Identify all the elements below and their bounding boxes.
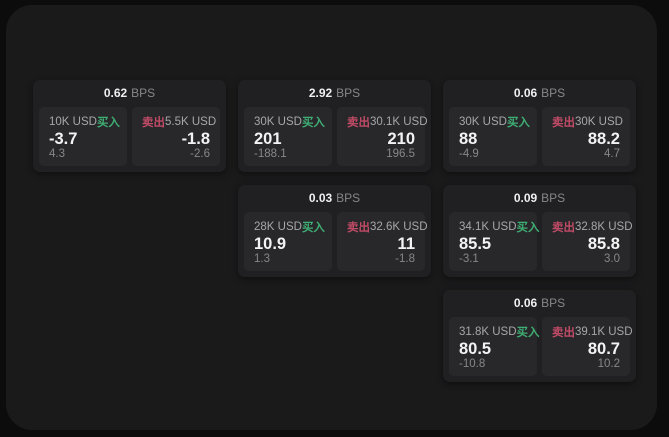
app-window: 0.62 BPS 10K USD 买入 -3.7 4.3 卖出 5.5K USD bbox=[6, 5, 657, 430]
sell-price: 80.7 bbox=[587, 339, 620, 358]
buy-sub-value: -188.1 bbox=[254, 148, 287, 160]
quote-card-4: 0.03 BPS 28K USD 买入 10.9 1.3 卖出 32.6K US… bbox=[238, 185, 431, 277]
sell-side-label: 卖出 bbox=[552, 326, 575, 339]
buy-panel[interactable]: 10K USD 买入 -3.7 4.3 bbox=[39, 106, 127, 166]
bps-unit-label: BPS bbox=[131, 86, 156, 101]
bps-header: 0.09 BPS bbox=[443, 185, 636, 212]
bps-value: 0.06 bbox=[513, 86, 538, 101]
buy-price: 80.5 bbox=[459, 339, 492, 358]
buy-amount: 31.8K USD bbox=[459, 325, 517, 338]
sell-side-label: 卖出 bbox=[347, 116, 370, 129]
sell-amount: 5.5K USD bbox=[165, 115, 217, 128]
buy-sub-value: -4.9 bbox=[459, 148, 479, 160]
bps-value: 0.09 bbox=[513, 191, 538, 206]
buy-sub-value: -3.1 bbox=[459, 253, 479, 265]
card-body: 10K USD 买入 -3.7 4.3 卖出 5.5K USD -1.8 -2.… bbox=[33, 106, 226, 172]
sell-amount: 30.1K USD bbox=[370, 115, 428, 128]
card-body: 30K USD 买入 201 -188.1 卖出 30.1K USD 210 1… bbox=[238, 106, 431, 172]
sell-sub-value: 196.5 bbox=[386, 148, 415, 160]
buy-amount: 30K USD bbox=[254, 115, 302, 128]
sell-sub-value: 4.7 bbox=[604, 148, 620, 160]
bps-value: 2.92 bbox=[308, 86, 333, 101]
bps-value: 0.03 bbox=[308, 191, 333, 206]
buy-side-label: 买入 bbox=[506, 116, 530, 129]
buy-amount: 30K USD bbox=[459, 115, 507, 128]
sell-price: 88.2 bbox=[587, 129, 620, 148]
buy-side-label: 买入 bbox=[516, 221, 540, 234]
sell-price: 11 bbox=[397, 234, 415, 253]
sell-panel[interactable]: 卖出 32.8K USD 85.8 3.0 bbox=[542, 211, 633, 271]
buy-price: 201 bbox=[254, 129, 282, 148]
sell-amount: 32.8K USD bbox=[575, 220, 633, 233]
bps-header: 0.06 BPS bbox=[443, 80, 636, 107]
card-body: 28K USD 买入 10.9 1.3 卖出 32.6K USD 11 -1.8 bbox=[238, 211, 431, 277]
sell-price: 85.8 bbox=[587, 234, 620, 253]
card-body: 31.8K USD 买入 80.5 -10.8 卖出 39.1K USD 80.… bbox=[443, 316, 636, 382]
bps-value: 0.06 bbox=[513, 296, 538, 311]
quote-card-6: 0.06 BPS 31.8K USD 买入 80.5 -10.8 卖出 39.1… bbox=[443, 290, 636, 382]
buy-side-label: 买入 bbox=[301, 221, 325, 234]
bps-value: 0.62 bbox=[103, 86, 128, 101]
buy-amount: 28K USD bbox=[254, 220, 302, 233]
bps-unit-label: BPS bbox=[541, 86, 566, 101]
buy-sub-value: 1.3 bbox=[254, 253, 270, 265]
sell-panel[interactable]: 卖出 32.6K USD 11 -1.8 bbox=[337, 211, 428, 271]
buy-price: 88 bbox=[459, 129, 478, 148]
bps-header: 2.92 BPS bbox=[238, 80, 431, 107]
buy-panel[interactable]: 31.8K USD 买入 80.5 -10.8 bbox=[449, 316, 540, 376]
bps-unit-label: BPS bbox=[336, 191, 361, 206]
buy-panel[interactable]: 30K USD 买入 88 -4.9 bbox=[449, 106, 537, 166]
buy-panel[interactable]: 30K USD 买入 201 -188.1 bbox=[244, 106, 332, 166]
bps-header: 0.62 BPS bbox=[33, 80, 226, 107]
sell-sub-value: 10.2 bbox=[597, 358, 620, 370]
sell-panel[interactable]: 卖出 5.5K USD -1.8 -2.6 bbox=[132, 106, 220, 166]
card-body: 30K USD 买入 88 -4.9 卖出 30K USD 88.2 4.7 bbox=[443, 106, 636, 172]
sell-side-label: 卖出 bbox=[552, 221, 575, 234]
sell-side-label: 卖出 bbox=[552, 116, 575, 129]
sell-side-label: 卖出 bbox=[142, 116, 165, 129]
sell-side-label: 卖出 bbox=[347, 221, 370, 234]
sell-amount: 32.6K USD bbox=[370, 220, 428, 233]
quote-card-5: 0.09 BPS 34.1K USD 买入 85.5 -3.1 卖出 32.8K… bbox=[443, 185, 636, 277]
sell-panel[interactable]: 卖出 30K USD 88.2 4.7 bbox=[542, 106, 630, 166]
buy-amount: 10K USD bbox=[49, 115, 97, 128]
sell-sub-value: -2.6 bbox=[190, 148, 210, 160]
quote-card-2: 2.92 BPS 30K USD 买入 201 -188.1 卖出 30.1K … bbox=[238, 80, 431, 172]
bps-header: 0.06 BPS bbox=[443, 290, 636, 317]
quote-card-1: 0.62 BPS 10K USD 买入 -3.7 4.3 卖出 5.5K USD bbox=[33, 80, 226, 172]
buy-side-label: 买入 bbox=[516, 326, 540, 339]
buy-price: 10.9 bbox=[254, 234, 287, 253]
sell-price: -1.8 bbox=[181, 129, 210, 148]
sell-panel[interactable]: 卖出 39.1K USD 80.7 10.2 bbox=[542, 316, 633, 376]
buy-side-label: 买入 bbox=[301, 116, 325, 129]
sell-price: 210 bbox=[387, 129, 415, 148]
bps-unit-label: BPS bbox=[541, 296, 566, 311]
buy-panel[interactable]: 28K USD 买入 10.9 1.3 bbox=[244, 211, 332, 271]
sell-amount: 30K USD bbox=[575, 115, 623, 128]
buy-price: -3.7 bbox=[49, 129, 78, 148]
sell-amount: 39.1K USD bbox=[575, 325, 633, 338]
bps-unit-label: BPS bbox=[336, 86, 361, 101]
buy-amount: 34.1K USD bbox=[459, 220, 517, 233]
quote-card-3: 0.06 BPS 30K USD 买入 88 -4.9 卖出 30K USD bbox=[443, 80, 636, 172]
buy-side-label: 买入 bbox=[96, 116, 120, 129]
buy-panel[interactable]: 34.1K USD 买入 85.5 -3.1 bbox=[449, 211, 540, 271]
sell-sub-value: -1.8 bbox=[395, 253, 415, 265]
buy-price: 85.5 bbox=[459, 234, 492, 253]
card-body: 34.1K USD 买入 85.5 -3.1 卖出 32.8K USD 85.8… bbox=[443, 211, 636, 277]
sell-sub-value: 3.0 bbox=[604, 253, 620, 265]
sell-panel[interactable]: 卖出 30.1K USD 210 196.5 bbox=[337, 106, 428, 166]
buy-sub-value: 4.3 bbox=[49, 148, 65, 160]
bps-unit-label: BPS bbox=[541, 191, 566, 206]
bps-header: 0.03 BPS bbox=[238, 185, 431, 212]
quote-card-grid: 0.62 BPS 10K USD 买入 -3.7 4.3 卖出 5.5K USD bbox=[33, 80, 636, 382]
buy-sub-value: -10.8 bbox=[459, 358, 486, 370]
